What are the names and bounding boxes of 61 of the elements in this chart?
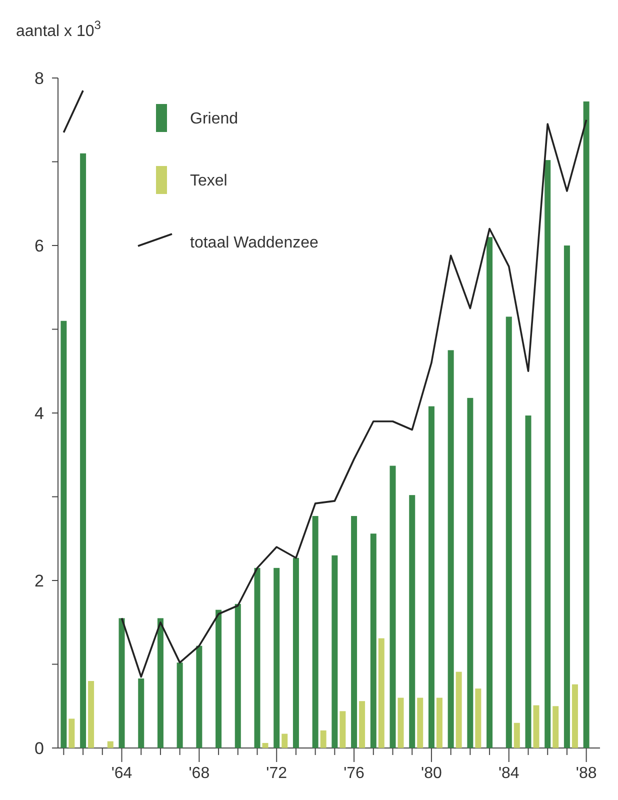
bar [234,604,241,748]
y-tick-label: 2 [34,571,44,590]
bar [320,730,326,748]
bar [157,618,164,748]
bar [107,741,114,748]
bar [572,684,578,748]
y-axis-title: aantal x 10$^{3}$ [16,18,102,40]
bar [506,316,512,748]
x-tick-label: '76 [344,765,365,782]
bar [417,698,424,748]
x-tick-label: '68 [188,765,210,782]
bar [486,237,493,748]
bar [378,638,384,748]
legend-label: totaal Waddenzee [190,234,318,252]
bar [80,153,86,748]
bar [196,646,202,748]
bar [274,568,280,748]
x-tick-label: '72 [266,765,288,782]
bar [359,701,366,748]
x-tick-label: '84 [498,765,520,782]
legend-label: Texel [190,172,228,190]
bar [138,678,144,748]
bar [282,734,288,748]
bar [68,718,75,748]
y-tick-label: 8 [34,68,44,88]
bar [544,160,551,748]
bar [409,495,416,748]
bar [436,698,442,748]
y-tick-label: 4 [34,404,44,423]
bar [176,662,183,748]
bar [514,722,520,748]
bar [448,350,454,748]
bar [262,742,268,748]
bar [254,568,260,748]
y-tick-label: 6 [34,236,44,256]
y-tick-label: 0 [34,738,44,758]
bar [428,406,434,748]
bar [533,705,540,748]
bar [340,711,346,748]
bar [351,516,358,748]
bar [552,706,559,748]
bar [475,688,482,748]
bar [583,101,590,748]
bar [312,516,318,748]
x-tick-label: '64 [111,765,132,782]
bar [332,555,338,748]
bar [390,466,396,748]
bar [88,681,94,748]
bar [370,534,376,748]
bar [398,698,404,748]
x-tick-label: '88 [576,765,597,782]
bar [118,618,125,748]
bar [525,416,532,748]
legend-label: Griend [190,110,238,128]
bar [456,672,462,748]
bar [60,320,67,748]
x-tick-label: '80 [421,765,442,782]
bar [467,398,474,748]
bar [216,610,222,748]
bar [564,246,570,748]
bar [292,558,299,748]
